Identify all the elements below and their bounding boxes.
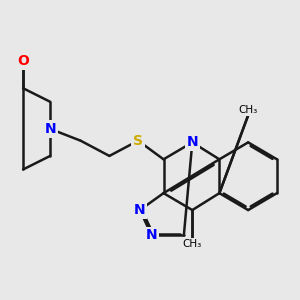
Text: N: N bbox=[134, 203, 146, 217]
Text: CH₃: CH₃ bbox=[183, 239, 202, 249]
Text: N: N bbox=[187, 135, 198, 149]
Text: N: N bbox=[44, 122, 56, 136]
Text: N: N bbox=[146, 229, 158, 242]
Text: O: O bbox=[17, 54, 29, 68]
Text: S: S bbox=[133, 134, 143, 148]
Text: CH₃: CH₃ bbox=[238, 105, 258, 115]
